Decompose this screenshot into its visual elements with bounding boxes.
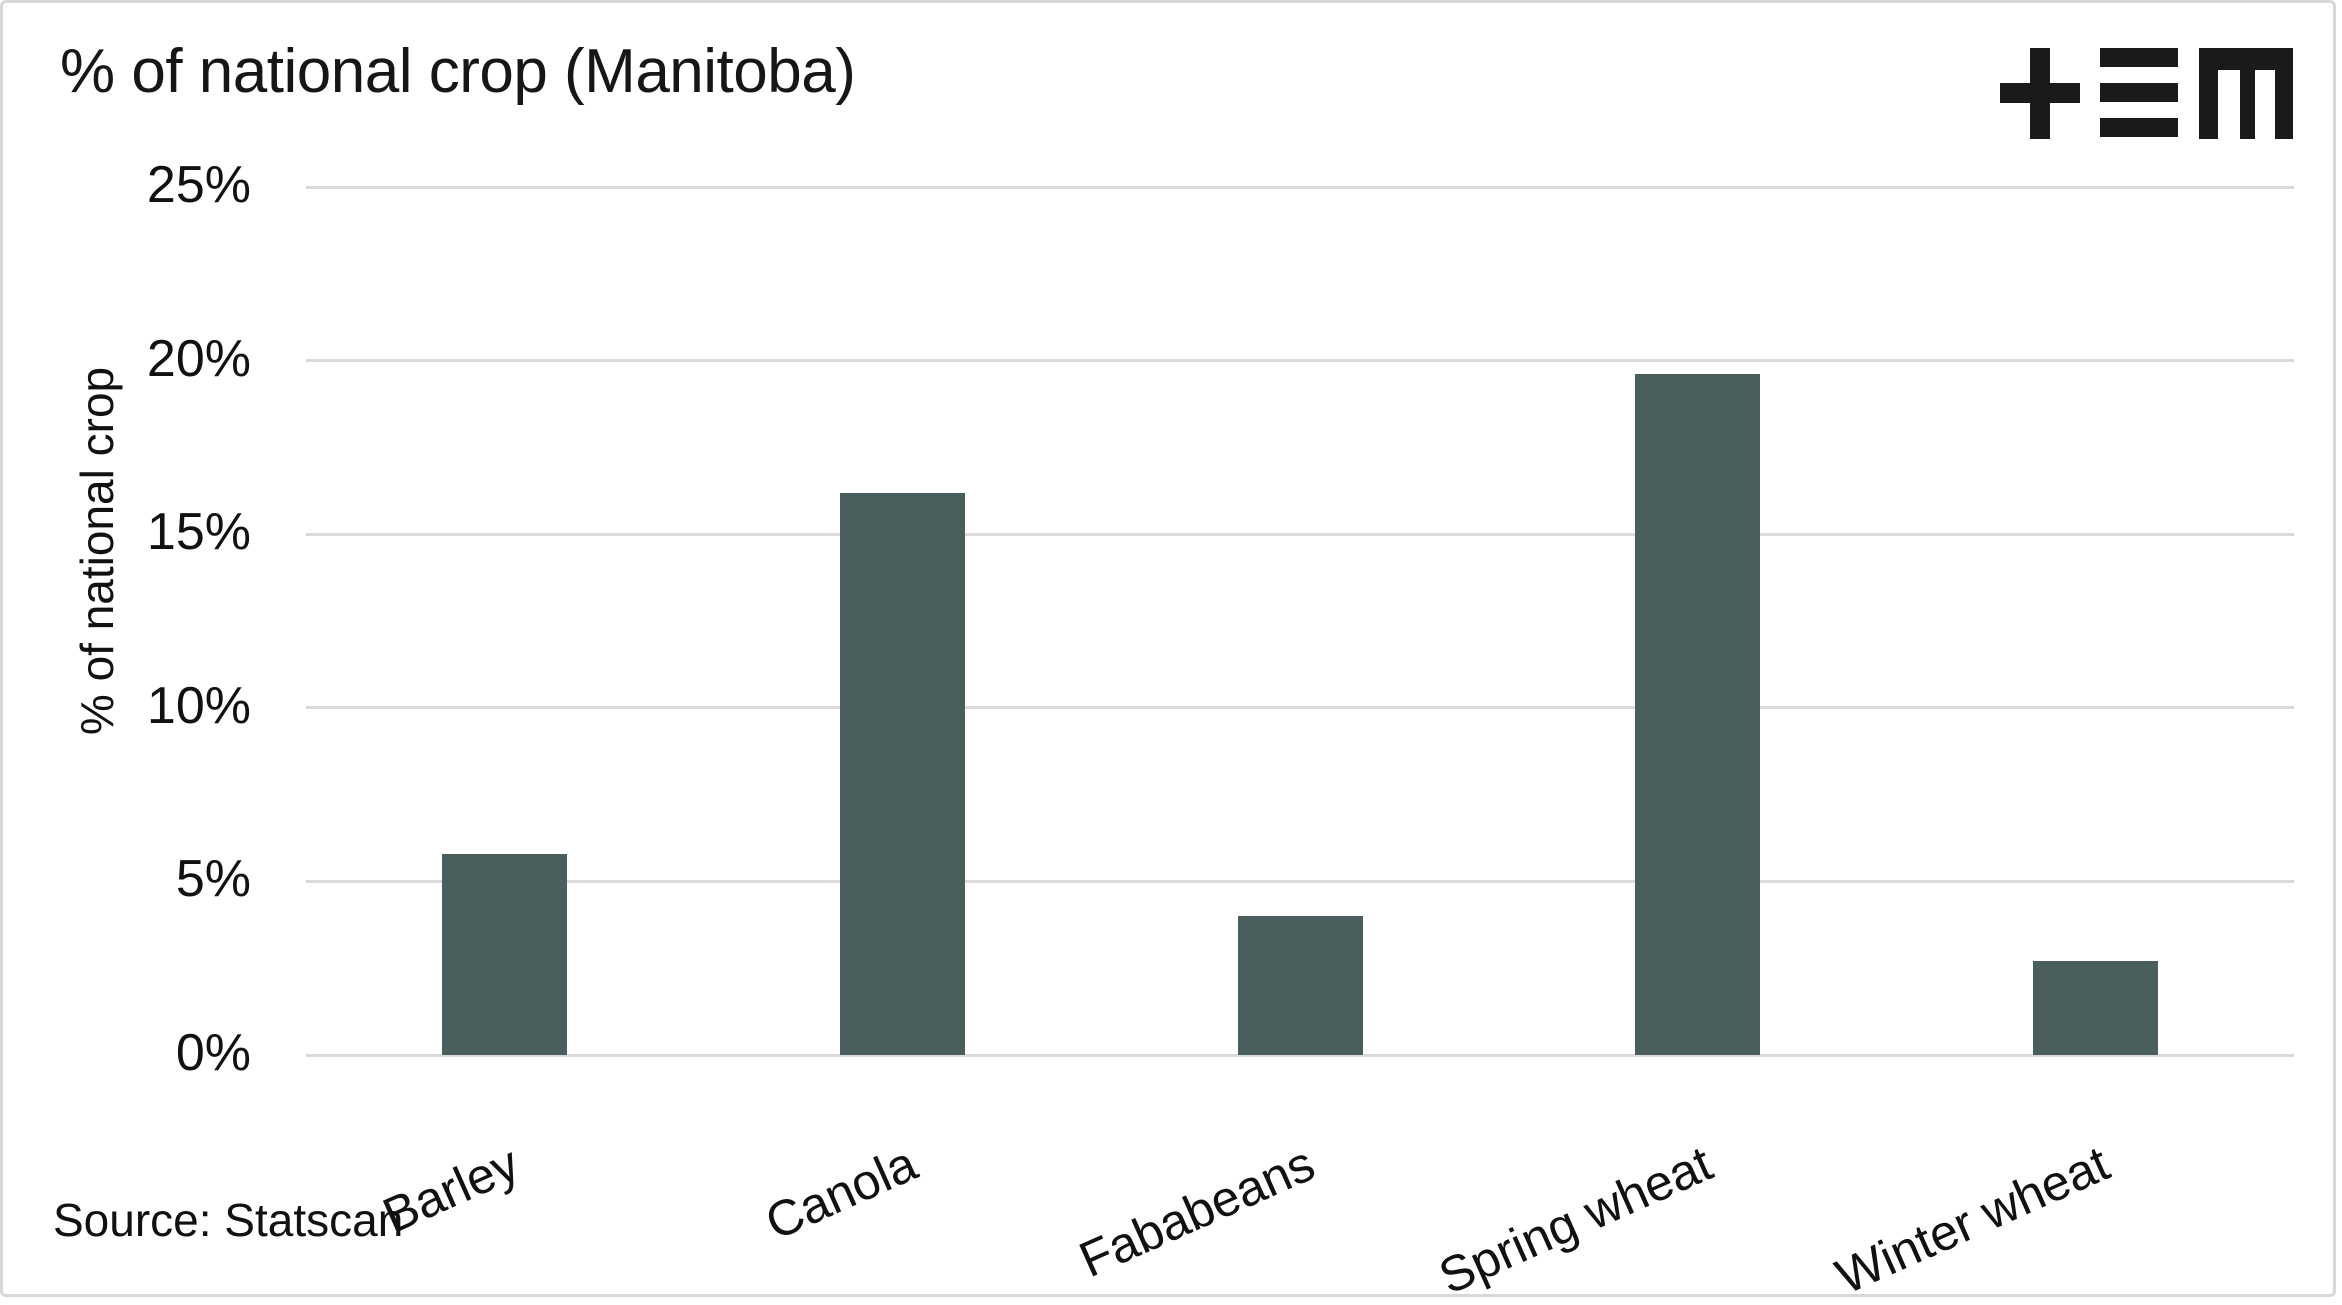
bar-barley <box>442 853 568 1055</box>
y-tick-label-20: 20% <box>146 329 251 388</box>
bar-spring-wheat <box>1635 374 1761 1055</box>
x-axis-label-winter-wheat: Winter wheat <box>1828 1135 2118 1305</box>
y-tick-label-10: 10% <box>146 676 251 735</box>
y-tick-label-15: 15% <box>146 503 251 562</box>
gridline-0 <box>306 1053 2294 1057</box>
y-tick-label-0: 0% <box>175 1023 251 1082</box>
gridline-20 <box>306 359 2294 363</box>
y-tick-label-5: 5% <box>175 850 251 909</box>
y-tick-label-25: 25% <box>146 155 251 214</box>
brand-logo-icon <box>2000 48 2293 139</box>
logo-m-icon <box>2199 48 2293 70</box>
logo-equals-icon <box>2100 48 2178 67</box>
bar-fababeans <box>1237 916 1363 1055</box>
gridline-25 <box>306 185 2294 189</box>
chart-title: % of national crop (Manitoba) <box>60 37 856 106</box>
gridline-15 <box>306 532 2294 536</box>
source-note: Source: Statscan <box>53 1194 404 1246</box>
gridline-10 <box>306 706 2294 710</box>
bar-winter-wheat <box>2032 961 2158 1055</box>
bar-canola <box>839 492 965 1055</box>
gridline-5 <box>306 879 2294 883</box>
